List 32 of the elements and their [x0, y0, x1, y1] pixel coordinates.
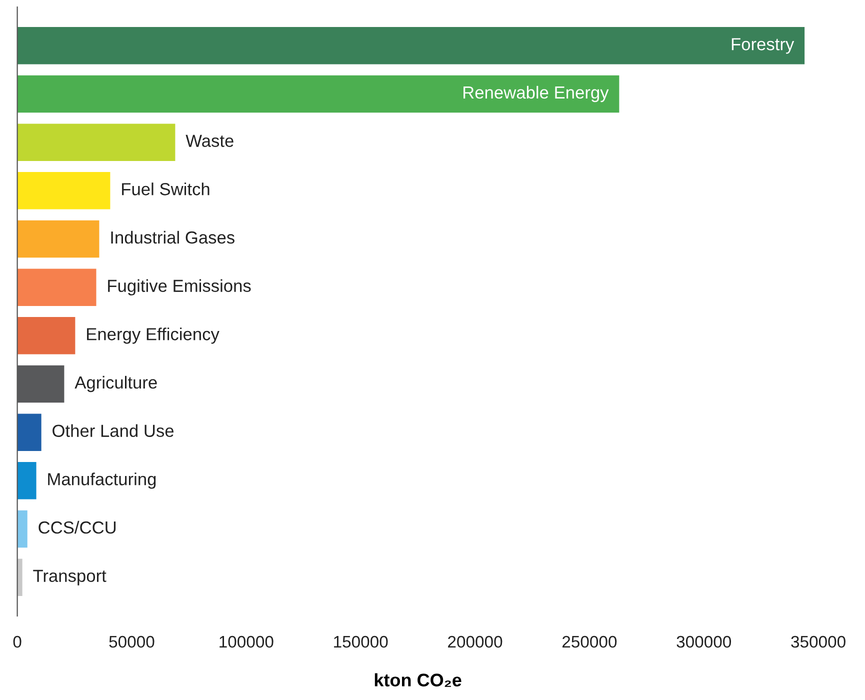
bar	[17, 558, 22, 596]
bar	[17, 268, 96, 306]
x-tick-label: 250000	[562, 636, 617, 648]
y-tick-label: Other Land Use	[52, 424, 174, 437]
y-tick-label: Forestry	[732, 38, 794, 54]
x-tick-label: 50000	[109, 636, 154, 648]
x-tick-label: 300000	[676, 636, 732, 648]
y-tick-label: Agriculture	[74, 376, 157, 392]
y-tick-label: Transport	[33, 570, 106, 586]
bar	[17, 75, 620, 113]
y-tick-label: Industrial Gases	[111, 230, 234, 244]
x-axis-title: kton CO₂e	[374, 673, 462, 687]
y-tick-label: Renewable Energy	[464, 86, 609, 102]
y-tick-label: CCS/CCU	[38, 520, 116, 534]
bar	[17, 220, 100, 258]
y-tick-label: Energy Efficiency	[87, 328, 220, 344]
bar	[17, 414, 42, 451]
x-tick-label: 100000	[220, 636, 274, 648]
bar	[17, 172, 110, 210]
bar	[17, 462, 36, 500]
y-tick-label: Fuel Switch	[122, 182, 210, 196]
bar	[17, 317, 76, 354]
x-tick-label: 200000	[448, 636, 502, 648]
bar	[17, 27, 805, 64]
y-tick-label: Fugitive Emissions	[108, 279, 251, 296]
y-tick-label: Manufacturing	[48, 472, 156, 489]
bar	[17, 510, 28, 548]
bar	[17, 124, 176, 161]
x-tick-label: 150000	[334, 636, 388, 648]
x-tick-label: 0	[13, 636, 22, 648]
y-tick-label: Waste	[186, 134, 234, 147]
x-tick-label: 350000	[791, 636, 846, 648]
